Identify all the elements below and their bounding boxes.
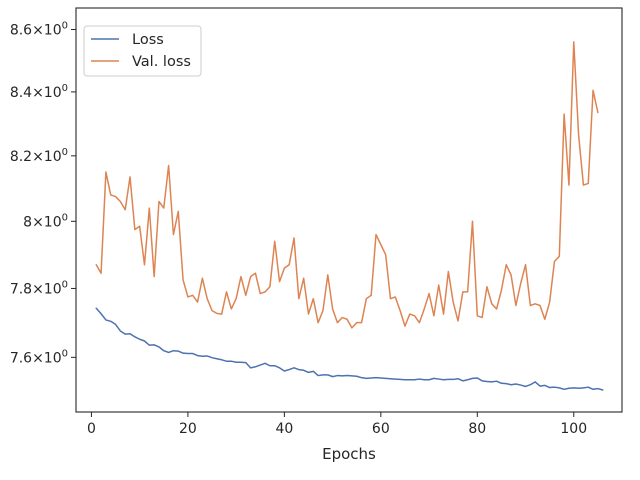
x-tick-label: 0 bbox=[87, 421, 96, 437]
legend-label: Loss bbox=[132, 32, 164, 48]
axes: 0 20 40 60 80 100 7.6×100 7.8×100 8×100 8.2×100 8.… bbox=[10, 7, 623, 437]
x-tick-label: 60 bbox=[372, 421, 390, 437]
y-tick-label: 8.4×100 bbox=[10, 83, 68, 101]
series-line-val-loss bbox=[95, 41, 599, 329]
x-tick-label: 20 bbox=[179, 421, 197, 437]
legend-label: Val. loss bbox=[132, 54, 191, 70]
y-tick-label: 8.6×100 bbox=[10, 21, 68, 39]
x-tick-label: 40 bbox=[275, 421, 293, 437]
plot-area bbox=[95, 41, 604, 391]
y-tick-label: 7.6×100 bbox=[10, 348, 68, 366]
y-tick-label: 8×100 bbox=[23, 212, 68, 230]
y-tick-label: 7.8×100 bbox=[10, 279, 68, 297]
plot-frame bbox=[75, 7, 623, 413]
y-tick-label: 8.2×100 bbox=[10, 147, 68, 165]
series-line-loss bbox=[95, 307, 604, 391]
x-axis-label: Epochs bbox=[322, 445, 376, 463]
x-tick-label: 80 bbox=[468, 421, 486, 437]
legend: Loss Val. loss bbox=[83, 25, 202, 77]
x-tick-label: 100 bbox=[560, 421, 587, 437]
